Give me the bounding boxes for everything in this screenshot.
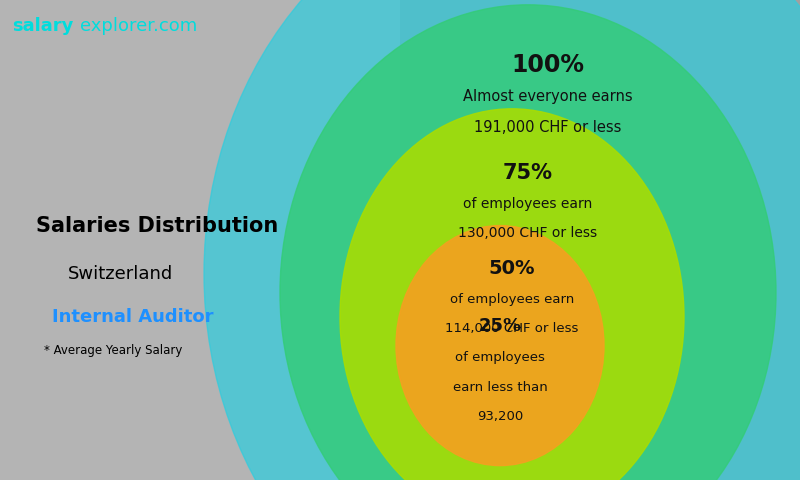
Text: 75%: 75% xyxy=(503,163,553,183)
Text: of employees earn: of employees earn xyxy=(463,197,593,211)
FancyBboxPatch shape xyxy=(0,0,400,480)
Ellipse shape xyxy=(280,5,776,480)
Text: of employees earn: of employees earn xyxy=(450,293,574,307)
Text: of employees: of employees xyxy=(455,351,545,364)
Text: earn less than: earn less than xyxy=(453,381,547,394)
Ellipse shape xyxy=(396,226,604,466)
Text: Salaries Distribution: Salaries Distribution xyxy=(36,216,278,236)
Text: 93,200: 93,200 xyxy=(477,410,523,423)
Text: salary: salary xyxy=(12,17,74,36)
Text: Switzerland: Switzerland xyxy=(68,264,174,283)
Text: 114,000 CHF or less: 114,000 CHF or less xyxy=(446,322,578,336)
Text: 191,000 CHF or less: 191,000 CHF or less xyxy=(474,120,622,135)
Text: 25%: 25% xyxy=(478,317,522,336)
Text: 100%: 100% xyxy=(511,53,585,77)
Text: Internal Auditor: Internal Auditor xyxy=(52,308,214,326)
Text: explorer.com: explorer.com xyxy=(80,17,198,36)
Ellipse shape xyxy=(204,0,800,480)
Text: * Average Yearly Salary: * Average Yearly Salary xyxy=(44,344,182,357)
Text: 50%: 50% xyxy=(489,259,535,278)
Text: Almost everyone earns: Almost everyone earns xyxy=(463,88,633,104)
Text: 130,000 CHF or less: 130,000 CHF or less xyxy=(458,226,598,240)
Ellipse shape xyxy=(340,109,684,480)
